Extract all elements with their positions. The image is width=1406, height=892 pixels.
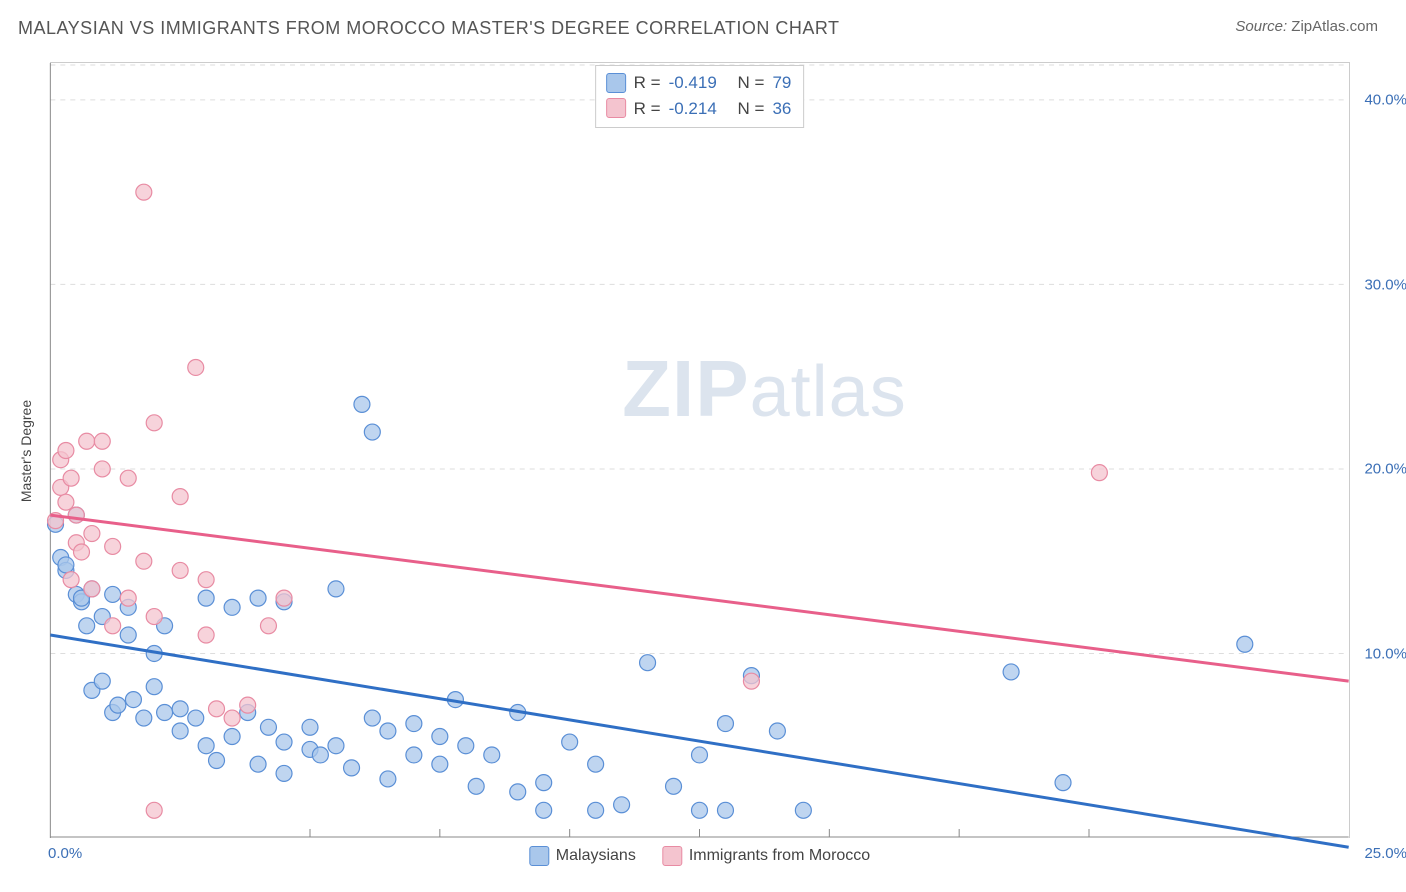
r-label-2: R = [634, 96, 661, 122]
y-axis-label: Master's Degree [18, 399, 34, 501]
y-tick-label: 40.0% [1364, 91, 1406, 108]
stats-row-series2: R = -0.214 N = 36 [606, 96, 792, 122]
legend: Malaysians Immigrants from Morocco [529, 846, 870, 866]
n-value-1: 79 [772, 70, 791, 96]
legend-item-1: Malaysians [529, 846, 636, 866]
correlation-stats-box: R = -0.419 N = 79 R = -0.214 N = 36 [595, 65, 805, 128]
n-label-1: N = [738, 70, 765, 96]
swatch-series1 [606, 73, 626, 93]
chart-plot-area: Master's Degree ZIPatlas R = -0.419 N = … [50, 62, 1350, 838]
x-origin-tick: 0.0% [48, 845, 82, 862]
chart-title: MALAYSIAN VS IMMIGRANTS FROM MOROCCO MAS… [18, 18, 840, 39]
stats-row-series1: R = -0.419 N = 79 [606, 70, 792, 96]
legend-item-2: Immigrants from Morocco [662, 846, 870, 866]
source-value: ZipAtlas.com [1291, 18, 1378, 35]
r-value-2: -0.214 [669, 96, 717, 122]
legend-label-1: Malaysians [556, 847, 636, 865]
n-label-2: N = [738, 96, 765, 122]
legend-label-2: Immigrants from Morocco [689, 847, 870, 865]
legend-swatch-2 [662, 846, 682, 866]
swatch-series2 [606, 98, 626, 118]
r-value-1: -0.419 [669, 70, 717, 96]
n-value-2: 36 [772, 96, 791, 122]
y-tick-label: 10.0% [1364, 646, 1406, 663]
scatter-plot-svg [50, 63, 1349, 838]
legend-swatch-1 [529, 846, 549, 866]
header: MALAYSIAN VS IMMIGRANTS FROM MOROCCO MAS… [0, 0, 1406, 47]
y-tick-label: 30.0% [1364, 276, 1406, 293]
r-label-1: R = [634, 70, 661, 96]
source-label: Source: [1235, 18, 1287, 35]
x-end-tick: 25.0% [1364, 845, 1406, 862]
source-attribution: Source: ZipAtlas.com [1235, 18, 1378, 35]
y-tick-label: 20.0% [1364, 461, 1406, 478]
